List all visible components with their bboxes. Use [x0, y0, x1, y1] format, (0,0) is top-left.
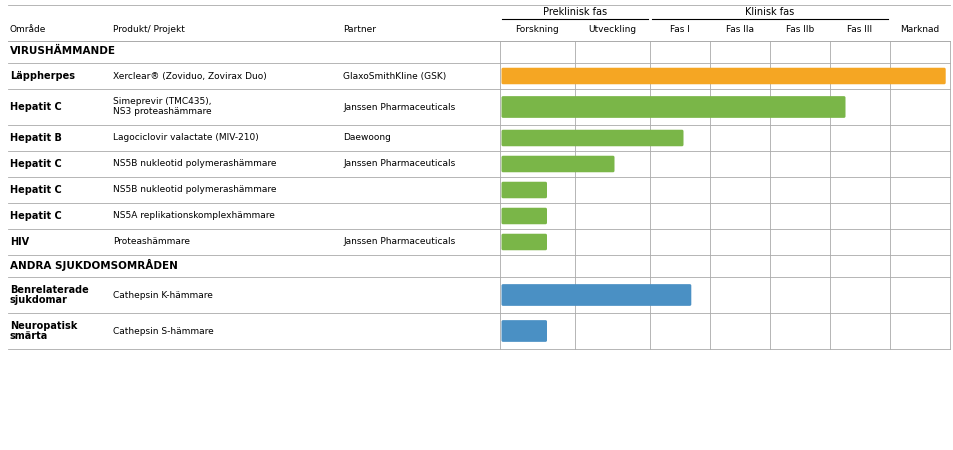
- Text: Forskning: Forskning: [515, 25, 558, 34]
- Text: Lagociclovir valactate (MIV-210): Lagociclovir valactate (MIV-210): [112, 134, 258, 143]
- Text: Marknad: Marknad: [900, 25, 939, 34]
- Text: sjukdomar: sjukdomar: [10, 295, 68, 305]
- Text: NS5B nukleotid polymerashämmare: NS5B nukleotid polymerashämmare: [112, 159, 276, 168]
- Text: Cathepsin S-hämmare: Cathepsin S-hämmare: [112, 327, 213, 336]
- Text: Simeprevir (TMC435),: Simeprevir (TMC435),: [112, 98, 212, 107]
- Text: HIV: HIV: [10, 237, 30, 247]
- Text: Hepatit C: Hepatit C: [10, 211, 62, 221]
- Text: NS3 proteashämmare: NS3 proteashämmare: [112, 108, 212, 117]
- FancyBboxPatch shape: [501, 182, 546, 198]
- Text: Utveckling: Utveckling: [588, 25, 636, 34]
- Text: NS5A replikationskomplexhämmare: NS5A replikationskomplexhämmare: [112, 212, 274, 220]
- Text: Hepatit C: Hepatit C: [10, 185, 62, 195]
- Text: Hepatit C: Hepatit C: [10, 102, 62, 112]
- Text: Fas IIb: Fas IIb: [785, 25, 813, 34]
- Text: Hepatit B: Hepatit B: [10, 133, 62, 143]
- Text: Janssen Pharmaceuticals: Janssen Pharmaceuticals: [343, 159, 455, 168]
- Text: GlaxoSmithKline (GSK): GlaxoSmithKline (GSK): [343, 72, 446, 81]
- Text: Janssen Pharmaceuticals: Janssen Pharmaceuticals: [343, 238, 455, 247]
- FancyBboxPatch shape: [501, 320, 546, 342]
- Text: Proteashämmare: Proteashämmare: [112, 238, 190, 247]
- Text: Benrelaterade: Benrelaterade: [10, 285, 89, 295]
- FancyBboxPatch shape: [501, 68, 944, 84]
- Text: Hepatit C: Hepatit C: [10, 159, 62, 169]
- Text: Fas IIa: Fas IIa: [725, 25, 753, 34]
- FancyBboxPatch shape: [501, 156, 614, 172]
- FancyBboxPatch shape: [501, 96, 844, 118]
- FancyBboxPatch shape: [501, 208, 546, 224]
- Text: Neuropatisk: Neuropatisk: [10, 321, 77, 331]
- Text: Fas I: Fas I: [669, 25, 689, 34]
- Text: Xerclear® (Zoviduo, Zovirax Duo): Xerclear® (Zoviduo, Zovirax Duo): [112, 72, 267, 81]
- Text: NS5B nukleotid polymerashämmare: NS5B nukleotid polymerashämmare: [112, 185, 276, 194]
- Text: Janssen Pharmaceuticals: Janssen Pharmaceuticals: [343, 103, 455, 112]
- Text: Partner: Partner: [343, 25, 375, 34]
- Text: Produkt/ Projekt: Produkt/ Projekt: [112, 25, 185, 34]
- Text: Cathepsin K-hämmare: Cathepsin K-hämmare: [112, 291, 213, 300]
- Text: Område: Område: [10, 25, 47, 34]
- FancyBboxPatch shape: [501, 130, 682, 146]
- Text: ANDRA SJUKDOMSOMRÅDEN: ANDRA SJUKDOMSOMRÅDEN: [10, 259, 177, 271]
- Text: Klinisk fas: Klinisk fas: [744, 7, 794, 17]
- FancyBboxPatch shape: [501, 234, 546, 250]
- FancyBboxPatch shape: [501, 284, 691, 306]
- Text: Fas III: Fas III: [846, 25, 872, 34]
- Text: smärta: smärta: [10, 331, 49, 341]
- Text: VIRUSHÄMMANDE: VIRUSHÄMMANDE: [10, 46, 116, 56]
- Text: Läppherpes: Läppherpes: [10, 71, 75, 81]
- Text: Daewoong: Daewoong: [343, 134, 391, 143]
- Text: Preklinisk fas: Preklinisk fas: [542, 7, 606, 17]
